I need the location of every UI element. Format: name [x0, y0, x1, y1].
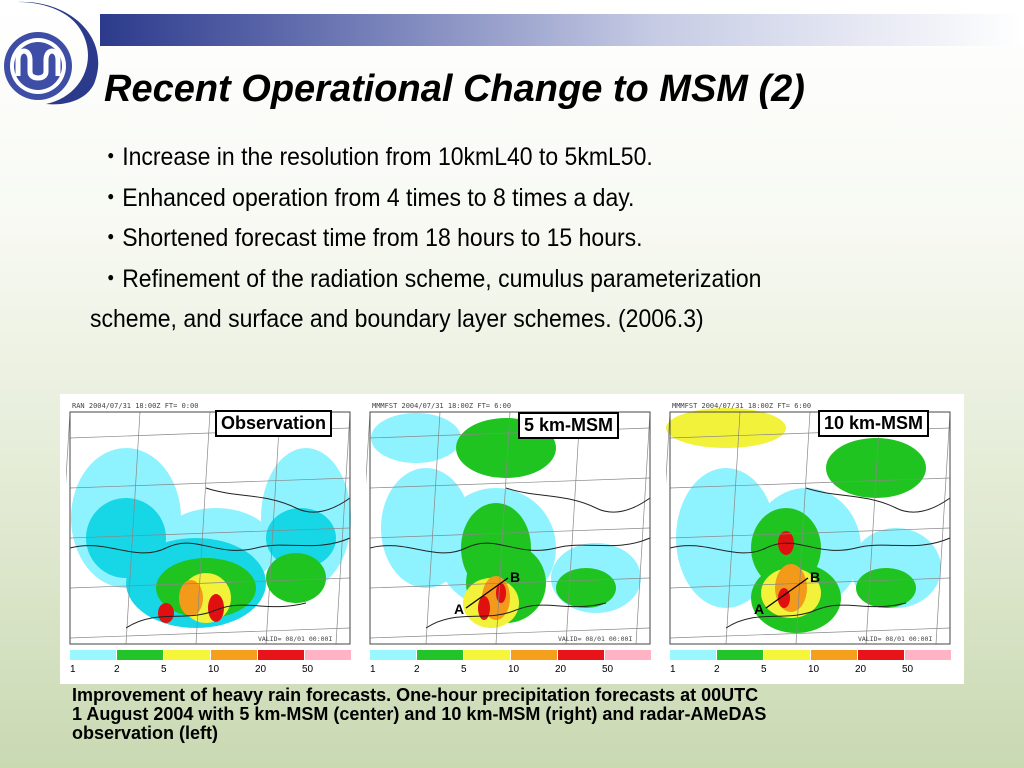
map-header-text: RAN 2004/07/31 18:00Z FT= 0:00 — [72, 402, 198, 410]
legend-label: 10 — [808, 664, 820, 674]
section-point-a: A — [454, 601, 464, 617]
rain-area — [826, 438, 926, 498]
legend-swatch — [811, 650, 857, 660]
section-point-b: B — [810, 569, 820, 585]
legend-label: 10 — [508, 664, 520, 674]
precip-legend: 1 2 5 10 20 50 — [70, 650, 351, 674]
legend-swatch — [117, 650, 163, 660]
legend-label: 5 — [461, 664, 467, 674]
rain-area — [556, 568, 616, 608]
precip-legend: 1 2 5 10 20 50 — [370, 650, 651, 674]
rain-area — [478, 596, 490, 620]
legend-label: 2 — [114, 664, 120, 674]
legend-label: 20 — [555, 664, 567, 674]
section-point-b: B — [510, 569, 520, 585]
panel-10km-msm: MMMFST 2004/07/31 18:00Z FT= 6:00 VALID= … — [666, 398, 954, 674]
jma-logo — [4, 1, 99, 105]
slide-title: Recent Operational Change to MSM (2) — [104, 68, 805, 110]
legend-swatch — [717, 650, 763, 660]
legend-swatch — [511, 650, 557, 660]
legend-swatch — [211, 650, 257, 660]
legend-swatch — [370, 650, 416, 660]
rain-area — [179, 580, 203, 616]
legend-label: 5 — [161, 664, 167, 674]
valid-time-text: VALID= 08/01 00:00I — [258, 635, 332, 643]
legend-label: 50 — [902, 664, 914, 674]
rain-area — [208, 594, 224, 622]
bullet-list: ・Increase in the resolution from 10kmL40… — [90, 137, 789, 340]
map-header-text: MMMFST 2004/07/31 18:00Z FT= 6:00 — [672, 402, 811, 410]
panel-5km-msm: MMMFST 2004/07/31 18:00Z FT= 6:00 VALID= … — [366, 398, 654, 674]
rain-area — [266, 553, 326, 603]
legend-label: 5 — [761, 664, 767, 674]
legend-label: 50 — [302, 664, 314, 674]
legend-label: 1 — [70, 664, 76, 674]
rain-area — [856, 568, 916, 608]
legend-label: 10 — [208, 664, 220, 674]
legend-swatch — [670, 650, 716, 660]
panel-observation: RAN 2004/07/31 18:00Z FT= 0:00 VALID= 08/… — [66, 398, 354, 674]
legend-label: 20 — [855, 664, 867, 674]
legend-swatch — [258, 650, 304, 660]
rain-area — [371, 413, 461, 463]
caption-line: Improvement of heavy rain forecasts. One… — [72, 685, 759, 705]
rain-area — [266, 508, 336, 568]
forecast-comparison-figure: RAN 2004/07/31 18:00Z FT= 0:00 VALID= 08/… — [60, 394, 964, 684]
legend-label: 2 — [714, 664, 720, 674]
section-point-a: A — [754, 601, 764, 617]
legend-swatch — [464, 650, 510, 660]
label-5km-msm: 5 km-MSM — [518, 412, 620, 439]
precip-legend: 1 2 5 10 20 50 — [670, 650, 951, 674]
title-band — [100, 14, 1024, 46]
legend-swatch — [764, 650, 810, 660]
figure-caption: Improvement of heavy rain forecasts. One… — [72, 686, 972, 743]
legend-swatch — [164, 650, 210, 660]
precipitation-map: MMMFST 2004/07/31 18:00Z FT= 6:00 VALID= … — [366, 398, 654, 674]
legend-swatch — [305, 650, 351, 660]
rain-area — [666, 408, 786, 448]
legend-label: 2 — [414, 664, 420, 674]
legend-swatch — [905, 650, 951, 660]
legend-label: 20 — [255, 664, 267, 674]
legend-swatch — [558, 650, 604, 660]
bullet-item: ・Shortened forecast time from 18 hours t… — [99, 224, 643, 253]
legend-swatch — [605, 650, 651, 660]
bullet-item: ・Enhanced operation from 4 times to 8 ti… — [99, 183, 635, 212]
legend-swatch — [70, 650, 116, 660]
legend-label: 1 — [370, 664, 376, 674]
valid-time-text: VALID= 08/01 00:00I — [858, 635, 932, 643]
precipitation-map: RAN 2004/07/31 18:00Z FT= 0:00 VALID= 08/… — [66, 398, 354, 674]
legend-label: 50 — [602, 664, 614, 674]
legend-swatch — [417, 650, 463, 660]
rain-area — [676, 468, 776, 608]
map-header-text: MMMFST 2004/07/31 18:00Z FT= 6:00 — [372, 402, 511, 410]
bullet-item: ・Refinement of the radiation scheme, cum… — [90, 264, 762, 334]
rain-area — [158, 603, 174, 623]
caption-line: observation (left) — [72, 723, 219, 743]
legend-swatch — [858, 650, 904, 660]
caption-line: 1 August 2004 with 5 km-MSM (center) and… — [72, 704, 767, 724]
label-10km-msm: 10 km-MSM — [818, 410, 930, 437]
label-observation: Observation — [215, 410, 333, 437]
precipitation-map: MMMFST 2004/07/31 18:00Z FT= 6:00 VALID= … — [666, 398, 954, 674]
bullet-item: ・Increase in the resolution from 10kmL40… — [99, 143, 653, 171]
valid-time-text: VALID= 08/01 00:00I — [558, 635, 632, 643]
legend-label: 1 — [670, 664, 676, 674]
